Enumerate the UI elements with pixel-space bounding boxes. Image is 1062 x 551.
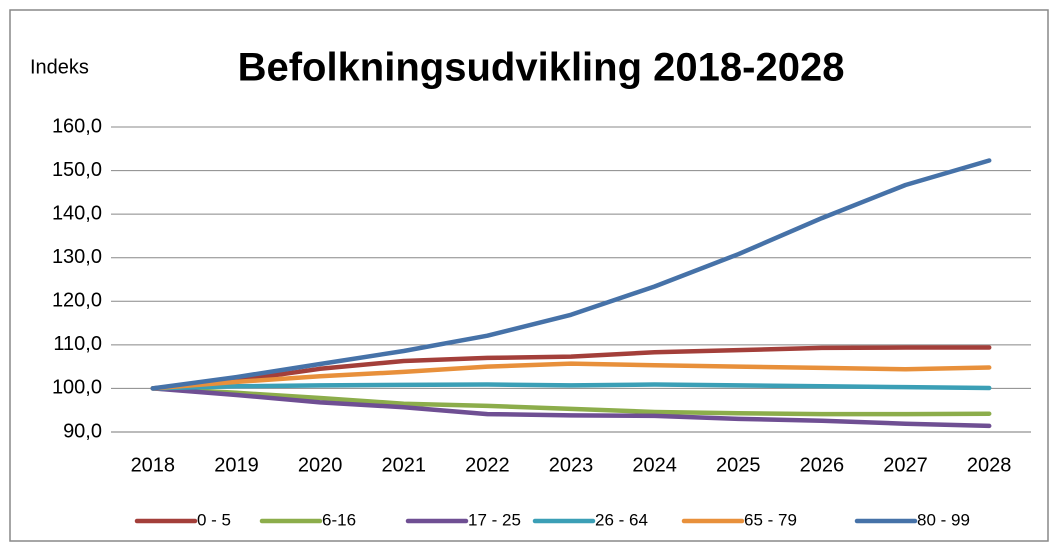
x-tick-label: 2027 — [883, 454, 928, 476]
legend-label: 0 - 5 — [197, 510, 231, 529]
x-tick-label: 2019 — [214, 454, 259, 476]
x-tick-label: 2021 — [381, 454, 426, 476]
y-tick-label: 130,0 — [52, 246, 102, 268]
series-line — [150, 345, 992, 391]
y-tick-label: 110,0 — [53, 333, 102, 355]
x-tick-label: 2020 — [298, 454, 343, 476]
series-line — [150, 382, 992, 391]
x-tick-label: 2018 — [131, 454, 176, 476]
series-line — [150, 386, 992, 429]
y-tick-label: 90,0 — [63, 420, 102, 442]
y-tick-label: 100,0 — [52, 377, 102, 399]
legend-label: 17 - 25 — [468, 510, 521, 529]
y-tick-label: 140,0 — [52, 202, 102, 224]
x-tick-label: 2025 — [716, 454, 761, 476]
chart-title: Befolkningsudvikling 2018-2028 — [238, 46, 845, 90]
y-tick-label: 150,0 — [52, 159, 102, 181]
x-tick-label: 2023 — [549, 454, 594, 476]
legend-label: 26 - 64 — [595, 510, 648, 529]
y-axis-label: Indeks — [30, 56, 89, 78]
x-tick-label: 2026 — [800, 454, 845, 476]
legend-label: 65 - 79 — [744, 510, 797, 529]
series-line — [150, 361, 992, 391]
chart-frame — [9, 9, 1049, 542]
x-tick-label: 2022 — [465, 454, 510, 476]
series-line — [150, 386, 992, 417]
legend-label: 80 - 99 — [917, 510, 970, 529]
series-line — [150, 158, 992, 391]
legend-label: 6-16 — [322, 510, 356, 529]
x-tick-label: 2024 — [632, 454, 677, 476]
y-tick-label: 160,0 — [52, 115, 102, 137]
x-tick-label: 2028 — [967, 454, 1012, 476]
y-tick-label: 120,0 — [52, 290, 102, 312]
